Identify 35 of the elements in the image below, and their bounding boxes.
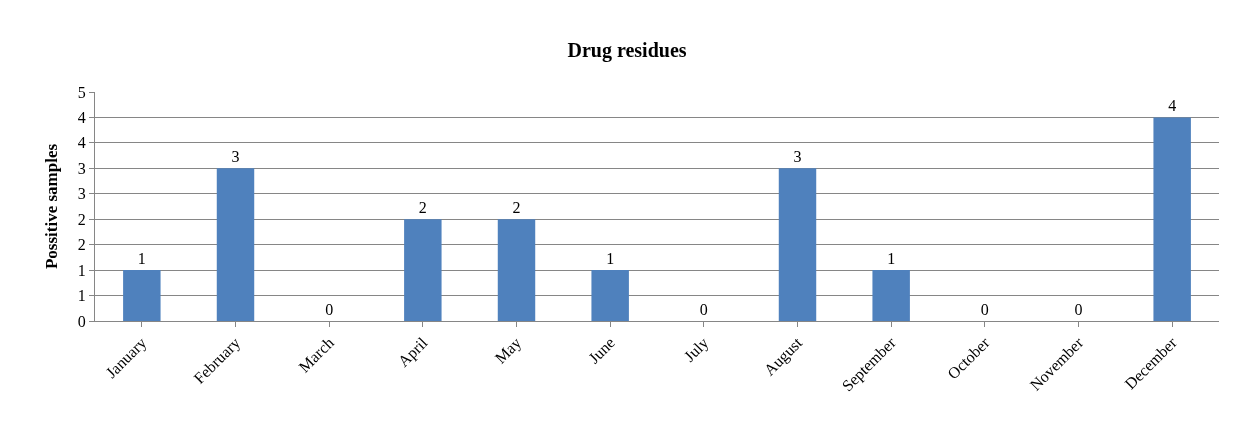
y-tick-label: 2 [77,236,86,254]
x-tick-label: June [585,333,618,367]
data-label: 0 [699,301,708,318]
y-tick-label: 4 [77,109,86,127]
data-label: 2 [512,199,521,217]
bar [123,270,161,321]
data-label: 0 [980,301,989,318]
x-tick-label: May [491,333,525,368]
data-label: 2 [418,199,427,217]
chart-title: Drug residues [567,38,687,62]
bar [1153,117,1191,321]
bar [591,270,629,321]
data-label: 0 [1074,301,1083,318]
y-tick-label: 3 [77,159,86,177]
data-label: 0 [325,301,334,318]
y-tick-label: 1 [77,261,86,279]
data-label: 4 [1168,97,1177,115]
y-tick-label: 5 [77,83,86,101]
y-axis-title: Possitive samples [42,143,62,270]
y-tick-label: 1 [77,287,86,305]
data-label: 1 [137,250,146,268]
bar [404,219,442,321]
bar [872,270,910,321]
y-tick-label: 0 [77,312,86,330]
y-tick-label: 3 [77,185,86,203]
x-tick-label: July [680,333,713,366]
data-label: 3 [793,148,802,166]
y-tick-label: 2 [77,210,86,228]
bar [216,168,255,321]
data-label: 1 [606,250,615,268]
data-label: 3 [231,148,240,166]
y-tick-label: 4 [77,134,86,152]
data-label: 1 [887,250,896,268]
bar [497,219,536,321]
bar [778,168,817,321]
